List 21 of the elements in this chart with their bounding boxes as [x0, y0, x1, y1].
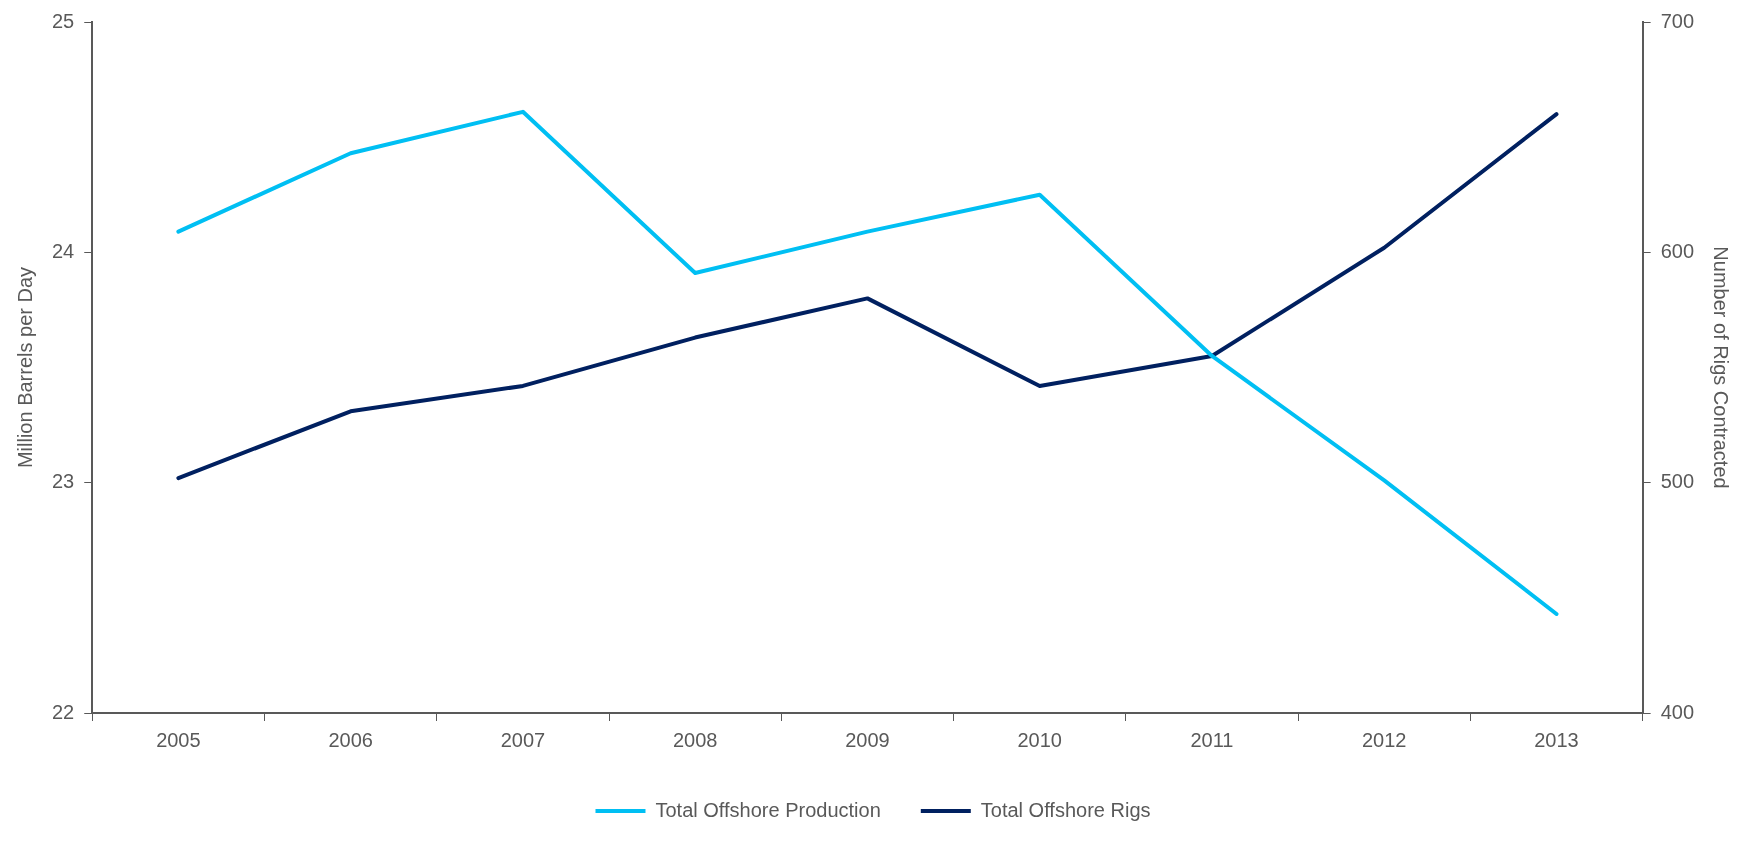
x-tick-label: 2010: [1017, 728, 1062, 751]
x-tick-label: 2005: [156, 728, 201, 751]
y2-axis-title: Number of Rigs Contracted: [1710, 246, 1733, 489]
y-tick-label: 25: [52, 9, 75, 32]
y-tick-label: 23: [52, 470, 75, 493]
y-tick-label: 22: [52, 700, 75, 723]
y-tick-label: 24: [52, 239, 75, 262]
y2-tick-label: 500: [1660, 470, 1695, 493]
y-axis-title: Million Barrels per Day: [13, 266, 36, 469]
y2-tick-label: 400: [1660, 700, 1695, 723]
x-tick-label: 2007: [500, 728, 546, 751]
x-tick-label: 2008: [672, 728, 718, 751]
legend-label: Total Offshore Production: [655, 798, 881, 821]
legend-label: Total Offshore Rigs: [980, 798, 1151, 821]
x-tick-label: 2009: [845, 728, 890, 751]
x-tick-label: 2013: [1534, 728, 1579, 751]
y2-tick-label: 600: [1660, 239, 1695, 262]
x-tick-label: 2012: [1361, 728, 1407, 751]
y2-tick-label: 700: [1660, 9, 1695, 32]
x-tick-label: 2006: [328, 728, 373, 751]
x-tick-label: 2011: [1190, 728, 1234, 751]
